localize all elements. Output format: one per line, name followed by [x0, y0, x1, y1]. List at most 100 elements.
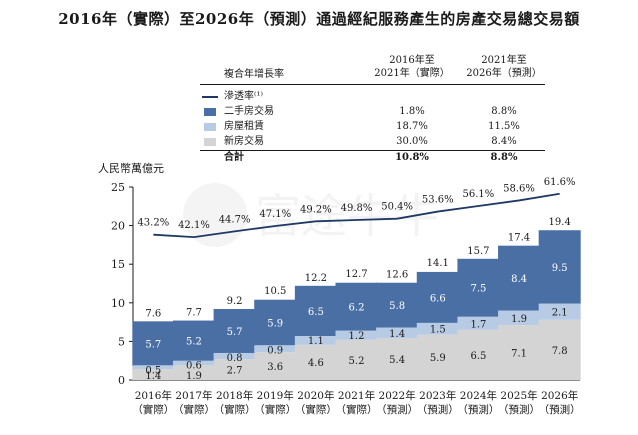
bar-new-home	[538, 319, 581, 380]
legend-label: 二手房交易	[224, 106, 274, 117]
rental-swatch	[204, 123, 216, 131]
bar-new-home-label: 1.9	[186, 371, 202, 382]
legend-row-new-home: 新房交易 30.0% 8.4%	[200, 135, 545, 149]
bar-new-home-label: 7.8	[552, 346, 568, 357]
x-tick-label-year: 2021年	[338, 389, 375, 402]
bar-rental	[132, 365, 175, 370]
bar-second-hand	[538, 230, 581, 304]
x-tick-label-year: 2016年	[135, 389, 172, 402]
bar-new-home	[376, 338, 419, 380]
bar-rental-label: 0.8	[227, 353, 243, 364]
legend-label: 滲透率⁽¹⁾	[224, 91, 263, 102]
bar-total-label: 12.7	[345, 269, 367, 280]
col2-header: 2021年至 2026年（預測）	[466, 54, 542, 80]
y-tick-label: 10	[111, 297, 125, 310]
penetration-label: 42.1%	[178, 220, 210, 231]
x-tick-label-status: （實際）	[336, 403, 378, 416]
cagr-value: 8.8%	[491, 106, 517, 117]
bar-rental	[416, 322, 459, 335]
x-tick-label-year: 2025年	[500, 389, 537, 402]
bar-second-hand	[132, 321, 175, 366]
bar-total-label: 7.6	[145, 308, 161, 319]
x-tick-label-year: 2026年	[541, 389, 578, 402]
bar-second-hand	[213, 308, 256, 353]
bar-total-label: 10.5	[264, 286, 286, 297]
bar-rental-label: 1.1	[308, 336, 324, 347]
bar-rental-label: 1.7	[470, 319, 486, 330]
bar-second-hand-label: 6.2	[349, 303, 365, 314]
bar-new-home-label: 5.2	[349, 356, 365, 367]
penetration-line-swatch	[202, 96, 218, 98]
bar-second-hand	[498, 245, 541, 311]
total-rule	[200, 150, 545, 151]
cagr-value: 18.7%	[396, 121, 428, 132]
cagr-value: 1.8%	[399, 106, 425, 117]
bar-total-label: 12.6	[386, 270, 408, 281]
col1-header: 2016年至 2021年（實際）	[374, 54, 450, 80]
bar-new-home-label: 7.1	[511, 349, 527, 360]
y-tick-label: 25	[111, 181, 125, 194]
bar-new-home-label: 5.9	[430, 353, 446, 364]
x-tick-label-year: 2019年	[257, 389, 294, 402]
bar-total-label: 19.4	[549, 217, 571, 228]
x-tick-label-status: （實際）	[295, 403, 337, 416]
x-tick-label-year: 2024年	[460, 389, 497, 402]
bar-rental-label: 1.4	[389, 329, 405, 340]
x-tick-label-status: （實際）	[132, 403, 174, 416]
bar-total-label: 14.1	[427, 258, 449, 269]
page-title: 2016年（實際）至2026年（預測）通過經紀服務產生的房產交易總交易額	[58, 10, 580, 28]
col2-header-line2: 2026年（預測）	[466, 68, 542, 79]
bar-new-home-label: 3.6	[267, 362, 283, 373]
bar-rental-label: 1.5	[430, 325, 446, 336]
y-tick-label: 20	[111, 220, 125, 233]
legend-label: 房屋租賃	[224, 121, 264, 132]
y-axis-label: 人民幣萬億元	[98, 162, 164, 175]
bar-second-hand	[457, 258, 500, 317]
bar-second-hand	[416, 271, 459, 323]
penetration-label: 44.7%	[219, 214, 251, 225]
bar-second-hand-label: 6.6	[430, 293, 446, 304]
bar-new-home	[294, 344, 337, 380]
col1-header-line2: 2021年（實際）	[374, 68, 450, 79]
bar-total-label: 7.7	[186, 308, 202, 319]
bar-rental	[294, 335, 337, 345]
bar-new-home-label: 5.4	[389, 355, 405, 366]
x-tick-label-year: 2023年	[419, 389, 456, 402]
x-tick-label-status: （預測）	[498, 403, 540, 416]
bar-rental	[254, 345, 297, 353]
penetration-label: 50.4%	[381, 202, 413, 213]
bar-rental	[498, 310, 541, 326]
bar-second-hand-label: 5.2	[186, 337, 202, 348]
x-tick-label-year: 2022年	[379, 389, 416, 402]
bar-second-hand	[254, 299, 297, 346]
penetration-label: 43.2%	[137, 218, 169, 229]
bar-rental-label: 0.6	[186, 361, 202, 372]
col1-header-line1: 2016年至	[389, 55, 435, 66]
legend-row-total: 合計 10.8% 8.8%	[200, 151, 545, 165]
penetration-label: 58.6%	[503, 183, 535, 194]
bar-new-home	[213, 359, 256, 380]
bar-second-hand	[172, 320, 215, 361]
penetration-label: 53.6%	[422, 195, 454, 206]
y-tick-label: 5	[118, 335, 125, 348]
bar-new-home	[132, 369, 175, 380]
bar-new-home-label: 1.4	[145, 371, 161, 382]
penetration-label: 56.1%	[463, 189, 495, 200]
bar-new-home	[172, 365, 215, 380]
bar-new-home	[416, 334, 459, 380]
bar-rental	[376, 327, 419, 339]
cagr-value: 8.4%	[491, 136, 517, 147]
bar-rental	[172, 360, 215, 366]
x-tick-label-status: （實際）	[173, 403, 215, 416]
cagr-header-label: 複合年增長率	[224, 69, 284, 80]
header-rule	[200, 84, 545, 85]
y-tick-label: 15	[111, 258, 125, 271]
col2-header-line1: 2021年至	[481, 55, 527, 66]
legend-row-rental: 房屋租賃 18.7% 11.5%	[200, 120, 545, 134]
x-tick-label-status: （預測）	[539, 403, 581, 416]
penetration-label: 61.6%	[544, 177, 576, 188]
bar-second-hand-label: 6.5	[308, 307, 324, 318]
bar-new-home	[254, 352, 297, 380]
bar-rental	[457, 316, 500, 330]
